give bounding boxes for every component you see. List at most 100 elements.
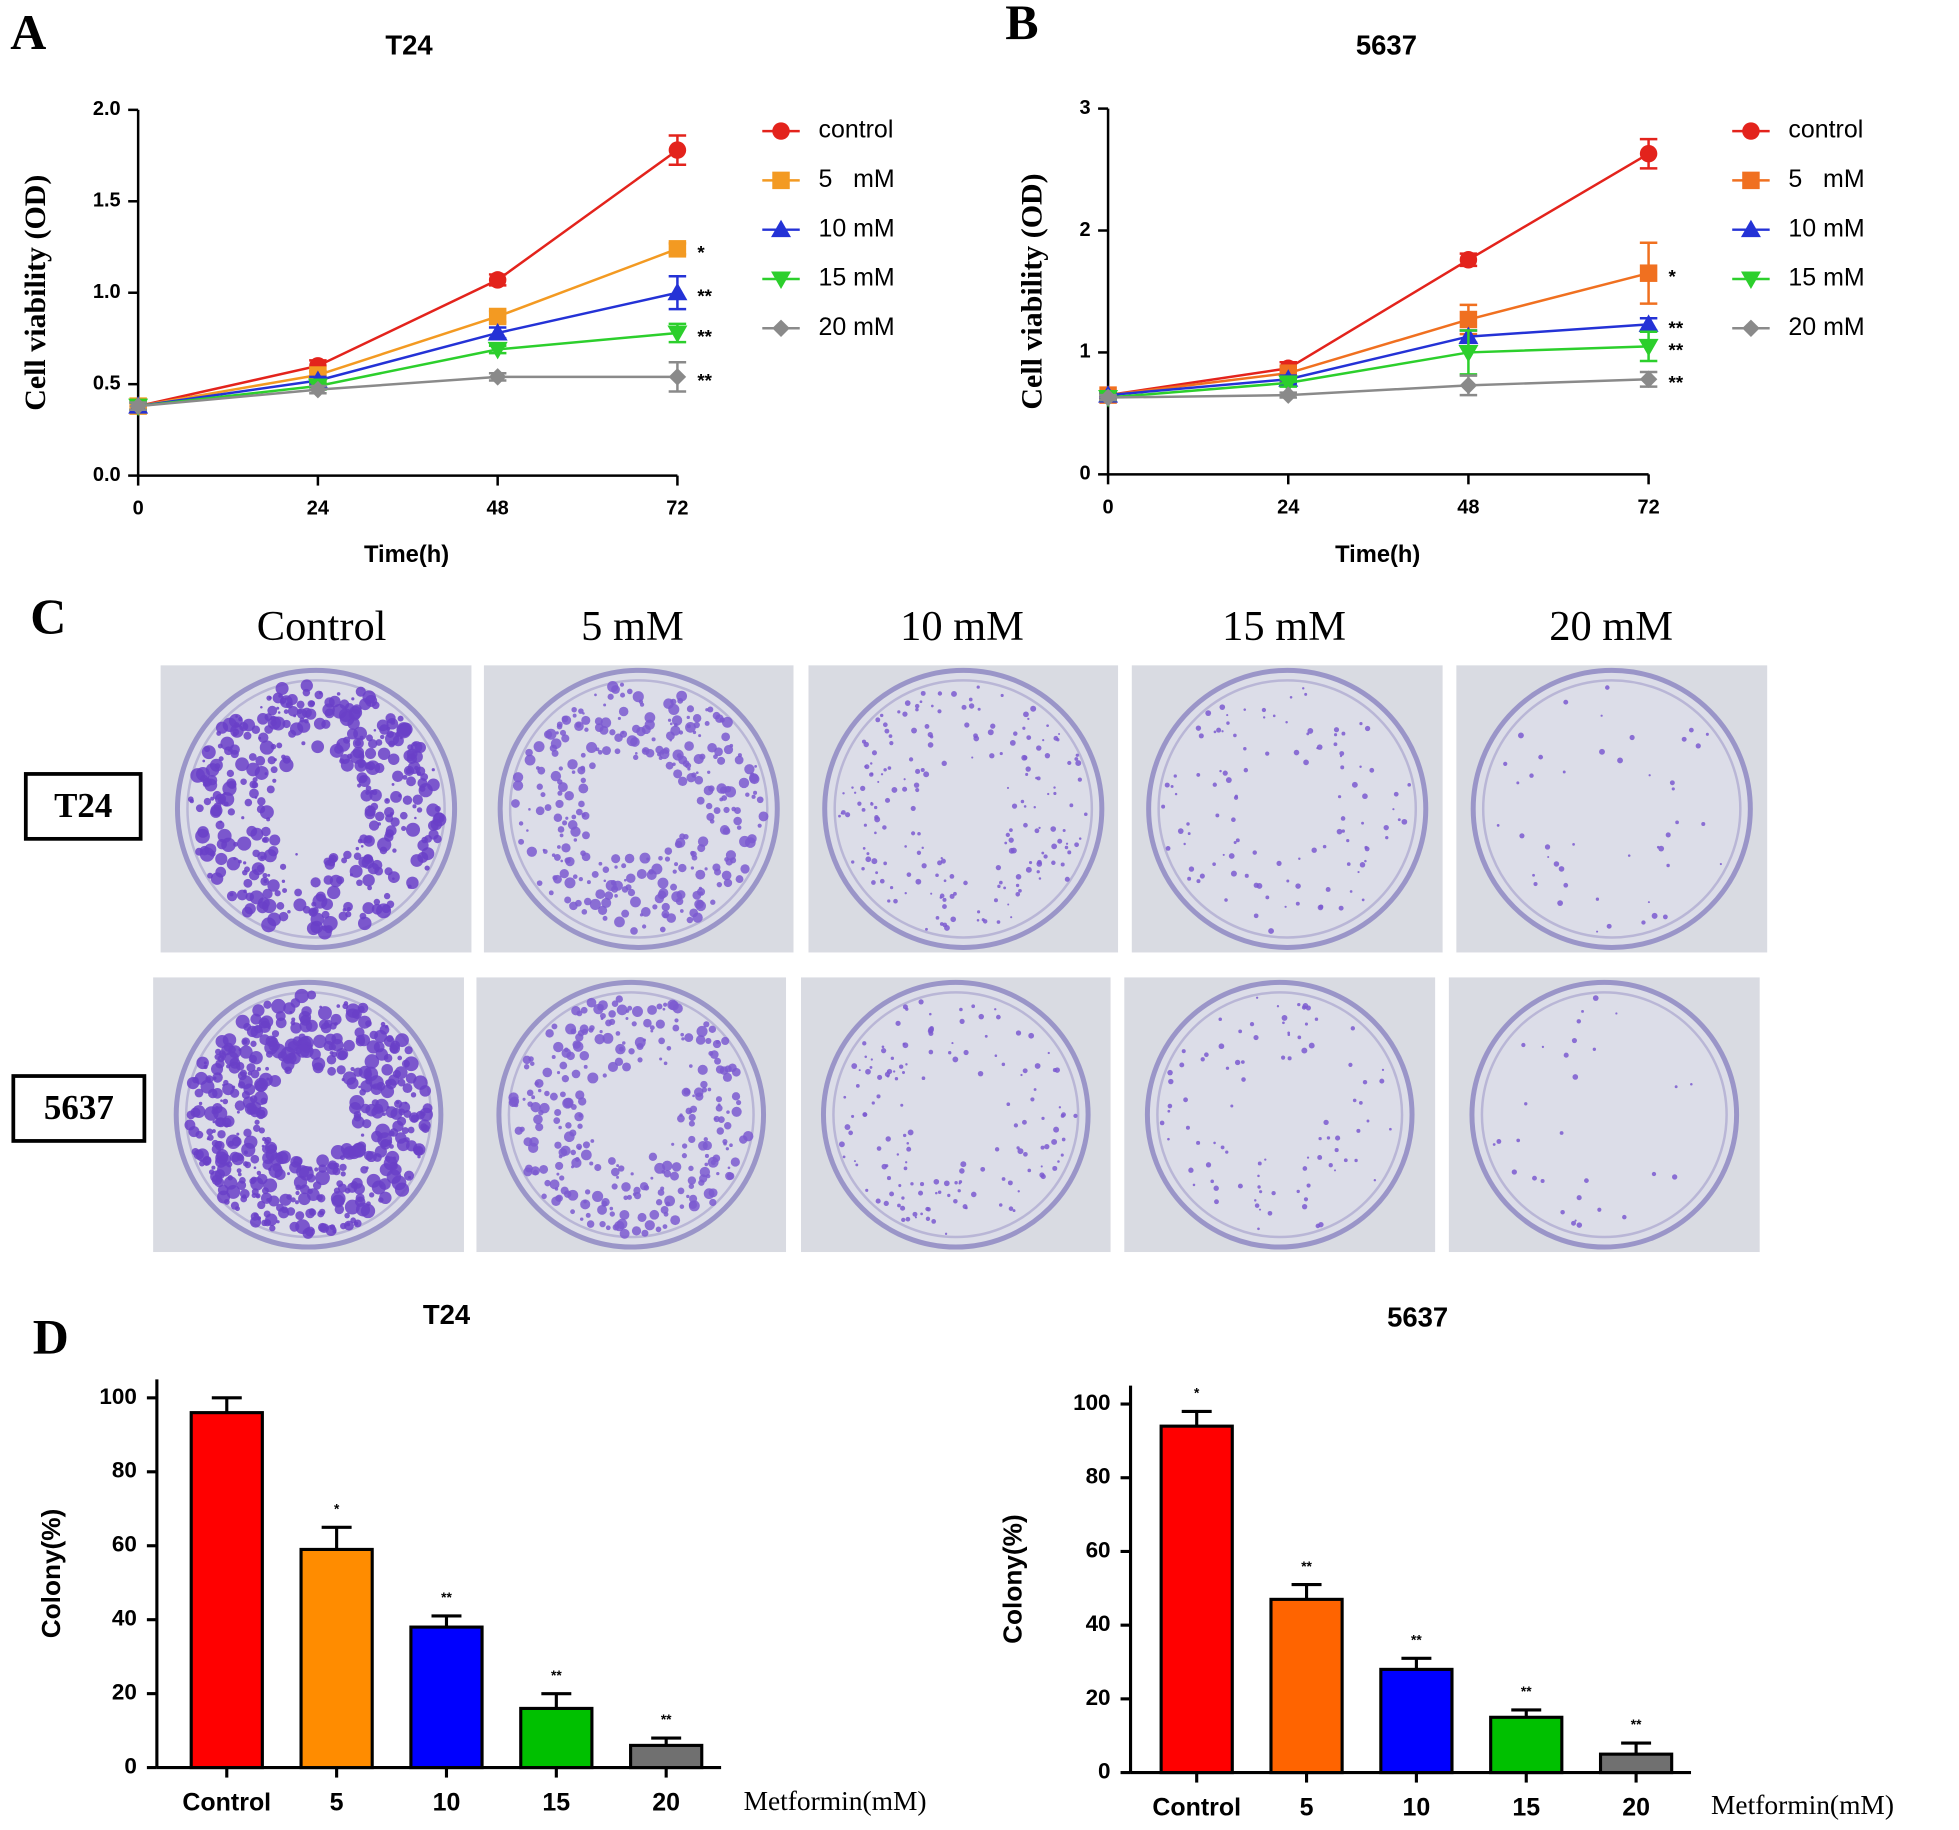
colony-dot xyxy=(1271,1190,1276,1196)
colony-dot xyxy=(190,768,206,783)
colony-dot xyxy=(1516,781,1520,785)
colony-dot xyxy=(351,1177,363,1189)
colony-dot xyxy=(1040,1165,1043,1168)
colony-dot xyxy=(269,834,281,846)
colony-dot xyxy=(192,1076,199,1084)
colony-dot xyxy=(838,814,841,818)
colony-dot xyxy=(1284,905,1287,908)
colony-dot xyxy=(689,908,699,918)
colony-dot xyxy=(1337,795,1342,799)
colony-dot xyxy=(1306,1183,1311,1188)
colony-dot xyxy=(530,1061,535,1066)
colony-dot xyxy=(554,1141,562,1149)
colony-dot xyxy=(1017,1148,1024,1155)
colony-dot xyxy=(557,826,565,833)
colony-dot xyxy=(902,1133,907,1138)
colony-dot xyxy=(215,1034,229,1049)
colony-dot xyxy=(256,1194,260,1198)
colony-dot xyxy=(271,1030,280,1038)
colony-dot xyxy=(1262,716,1266,719)
marker xyxy=(309,380,327,399)
colony-dot xyxy=(645,748,655,758)
colony-dot xyxy=(527,1101,533,1107)
colony-dot xyxy=(612,880,623,891)
colony-dot xyxy=(1316,744,1323,750)
colony-dot xyxy=(618,1165,625,1172)
colony-dot xyxy=(942,904,947,909)
colony-dot xyxy=(384,798,390,804)
colony-dot xyxy=(567,759,578,770)
colony-dot xyxy=(1302,1166,1308,1171)
colony-dot xyxy=(1218,1017,1222,1021)
colony-dot xyxy=(745,792,750,797)
colony-dot xyxy=(863,823,867,827)
colony-dot xyxy=(949,874,955,879)
colony-dot xyxy=(1181,1049,1186,1054)
colony-dot xyxy=(666,913,677,923)
legend-label: control xyxy=(1788,116,1863,144)
colony-dot xyxy=(1265,895,1270,900)
colony-dot xyxy=(1053,786,1056,789)
colony-dot xyxy=(1306,1156,1310,1159)
colony-dot xyxy=(307,700,315,708)
colony-dot xyxy=(1341,731,1346,736)
colony-dot xyxy=(1597,1207,1602,1212)
colony-dot xyxy=(394,1066,408,1080)
colony-dot xyxy=(553,813,563,823)
colony-dot xyxy=(688,1183,695,1189)
colony-dot xyxy=(870,762,873,765)
colony-dot xyxy=(277,711,281,714)
colony-dot xyxy=(1346,838,1350,843)
colony-dot xyxy=(961,704,967,710)
colony-dot xyxy=(578,876,584,882)
plate xyxy=(1469,979,1740,1250)
colony-dot xyxy=(883,861,887,866)
colony-dot xyxy=(333,1162,340,1169)
colony-dot xyxy=(957,1189,961,1193)
colony-dot xyxy=(925,927,928,931)
colony-dot xyxy=(919,700,923,704)
colony-dot xyxy=(309,1048,321,1060)
colony-dot xyxy=(889,1191,895,1197)
colony-dot xyxy=(1165,845,1171,851)
colony-dot xyxy=(250,827,264,841)
colony-dot xyxy=(204,778,218,792)
colony-dot xyxy=(900,1205,906,1211)
colony-dot xyxy=(600,717,612,729)
colony-dot xyxy=(1627,854,1631,857)
colony-dot xyxy=(935,1191,938,1195)
colony-dot xyxy=(659,926,666,933)
colony-dot xyxy=(670,883,678,891)
colony-dot xyxy=(656,1003,663,1010)
colony-dot xyxy=(276,742,283,749)
colony-dot xyxy=(551,853,556,857)
colony-dot xyxy=(405,822,421,837)
colony-dot xyxy=(373,728,377,732)
colony-dot xyxy=(634,752,638,755)
colony-dot xyxy=(725,1147,729,1151)
colony-dot xyxy=(615,1031,621,1036)
x-tick-label: 48 xyxy=(1457,496,1479,518)
colony-dot xyxy=(317,1210,325,1218)
colony-dot xyxy=(919,1182,925,1187)
colony-dot xyxy=(623,878,627,882)
colony-dot xyxy=(624,853,635,864)
colony-dot xyxy=(871,858,878,865)
colony-dot xyxy=(353,1067,363,1077)
colony-dot xyxy=(210,796,215,801)
colony-dot xyxy=(1198,733,1204,739)
colony-dot xyxy=(861,867,865,871)
colony-dot xyxy=(643,1018,652,1028)
colony-dot xyxy=(245,892,255,902)
colony-dot xyxy=(715,1096,723,1103)
colony-dot xyxy=(602,915,608,921)
colony-dot xyxy=(715,1039,720,1045)
colony-dot xyxy=(1183,842,1186,846)
colony-dot xyxy=(379,1163,393,1177)
colony-dot xyxy=(184,1119,196,1131)
marker xyxy=(1459,251,1478,269)
colony-dot xyxy=(841,810,846,815)
y-tick-label: 60 xyxy=(1086,1537,1111,1562)
colony-dot xyxy=(570,1028,577,1035)
colony-dot xyxy=(339,754,350,765)
